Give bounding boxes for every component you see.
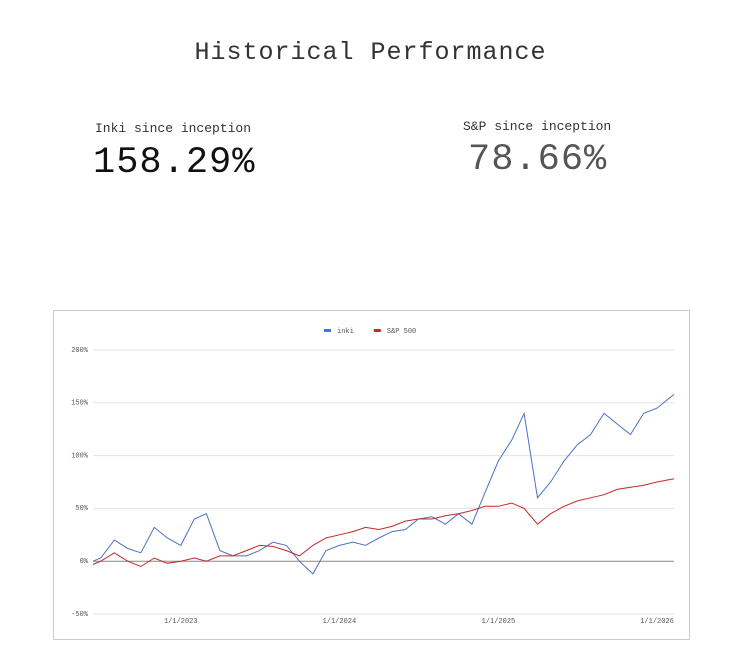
y-tick-label: 150%: [71, 400, 89, 408]
series-line: [92, 394, 675, 575]
x-tick-label: 1/1/2026: [640, 618, 674, 626]
page-title: Historical Performance: [194, 38, 547, 67]
y-tick-label: 200%: [71, 347, 89, 355]
stat-value: 158.29%: [93, 142, 256, 184]
x-tick-label: 1/1/2023: [164, 618, 198, 626]
stat-label: S&P since inception: [463, 119, 612, 134]
stat-value: 78.66%: [468, 139, 608, 181]
series-line: [92, 478, 675, 568]
x-tick-label: 1/1/2025: [482, 618, 516, 626]
legend-label: inki: [337, 328, 354, 336]
y-tick-label: 0%: [80, 558, 89, 566]
chart: -50% 0% 50% 100% 150% 200% 1/1/2023 1/1/2024 1/1…: [53, 310, 690, 640]
y-tick-label: -50%: [71, 611, 89, 619]
x-tick-label: 1/1/2024: [323, 618, 357, 626]
stat-label: Inki since inception: [95, 121, 252, 136]
y-tick-label: 100%: [71, 452, 89, 460]
y-tick-label: 50%: [75, 505, 88, 513]
legend-label: S&P 500: [387, 328, 416, 336]
legend-swatch: [324, 329, 331, 332]
legend-swatch: [373, 329, 381, 332]
